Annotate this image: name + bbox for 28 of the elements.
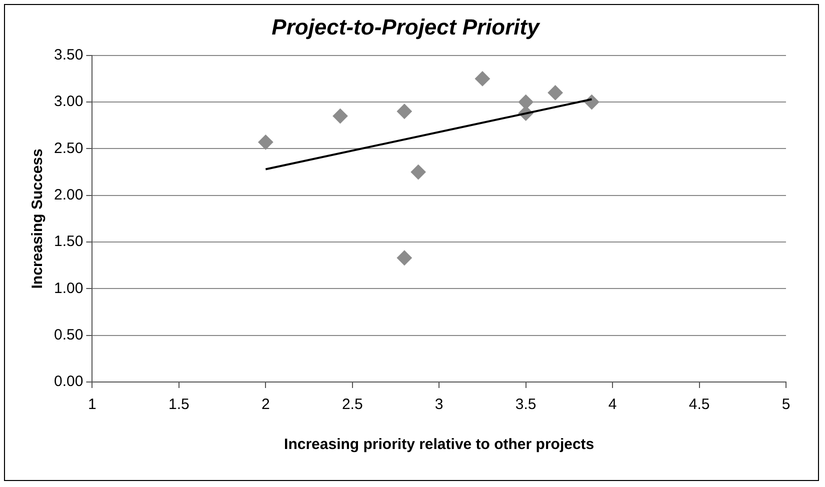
x-tick-label: 5	[782, 396, 790, 414]
x-tick-label: 3	[434, 396, 444, 414]
y-tick-label: 1.50	[54, 233, 84, 250]
y-tick-label: 3.50	[54, 46, 84, 64]
y-tick-label: 0.00	[54, 373, 84, 390]
chart-title: Project-to-Project Priority	[272, 14, 542, 40]
x-tick-label: 1.5	[168, 396, 190, 414]
point	[396, 104, 412, 119]
point	[548, 85, 563, 100]
point	[258, 134, 274, 150]
point	[396, 250, 412, 266]
x-tick-label: 2	[261, 396, 270, 414]
y-axis-title: Increasing Success	[29, 148, 46, 289]
x-tick-label: 3.5	[515, 396, 536, 414]
x-tick-label: 1	[88, 396, 96, 414]
point	[332, 108, 348, 124]
x-tick-label: 4.5	[688, 396, 710, 414]
y-tick-label: 0.50	[54, 326, 84, 344]
point	[410, 164, 426, 180]
x-tick-label: 4	[608, 396, 617, 414]
y-tick-label: 3.00	[54, 93, 84, 110]
y-tick-label: 2.50	[54, 140, 84, 157]
x-tick-label: 2.5	[342, 396, 363, 414]
x-axis-title: Increasing priority relative to other projects	[284, 436, 594, 454]
point	[474, 71, 490, 86]
y-tick-label: 2.00	[54, 186, 84, 204]
point	[518, 94, 534, 110]
y-tick-label: 1.00	[54, 280, 84, 297]
